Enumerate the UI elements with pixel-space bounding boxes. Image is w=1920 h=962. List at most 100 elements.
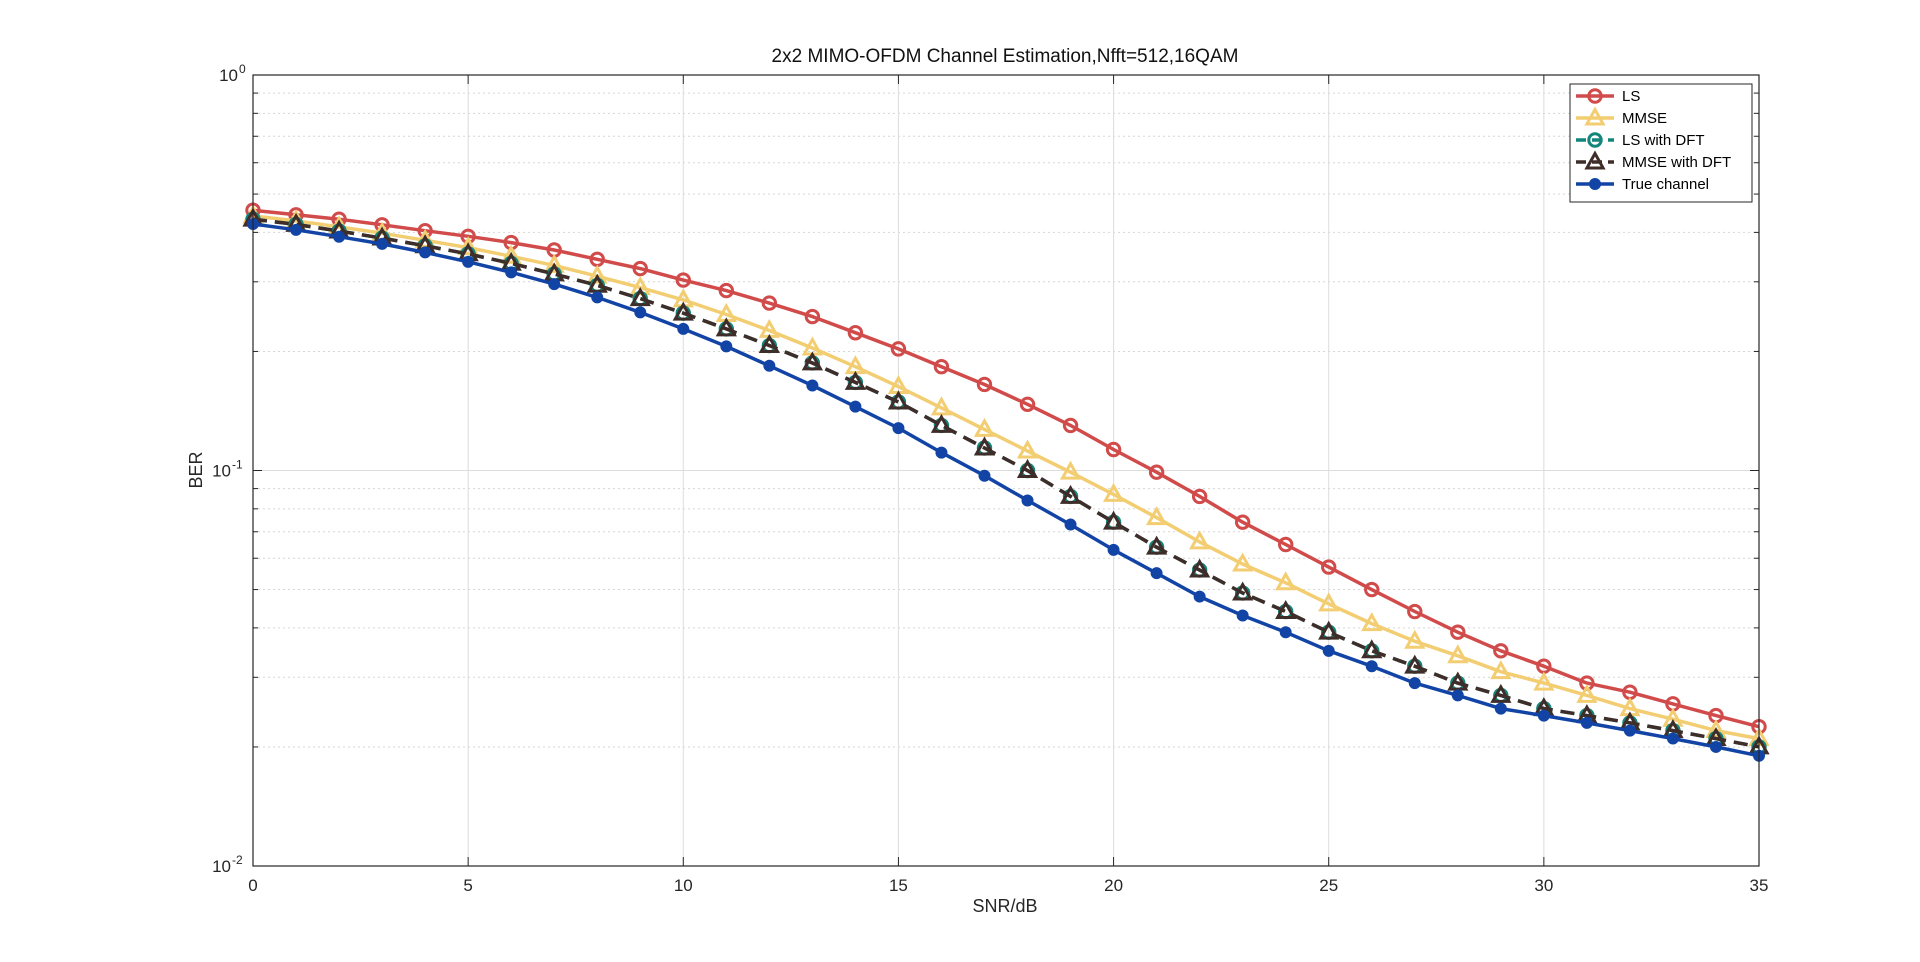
legend-label: LS [1622, 88, 1640, 105]
data-point [1107, 543, 1120, 556]
data-point [672, 301, 694, 321]
data-point [933, 359, 950, 375]
data-point [419, 246, 432, 259]
data-point [715, 317, 737, 337]
data-point [1062, 417, 1079, 434]
data-point [1064, 518, 1077, 531]
data-point [1059, 460, 1082, 480]
data-point [629, 287, 651, 307]
data-point [1447, 644, 1469, 664]
data-point [935, 446, 948, 459]
data-point [1407, 603, 1423, 620]
y-tick-label-exponent: -2 [232, 853, 243, 867]
axes-box [252, 74, 1760, 867]
series-true-channel [247, 218, 1765, 762]
data-point [500, 244, 522, 264]
legend-item: True channel [1576, 176, 1709, 193]
data-point [718, 282, 735, 299]
legend-label: True channel [1622, 176, 1709, 193]
data-point [1193, 590, 1206, 603]
data-point [1016, 458, 1039, 478]
legend-marker [1584, 150, 1606, 170]
data-point [1623, 724, 1636, 737]
data-point [1275, 571, 1297, 591]
data-point [1494, 702, 1507, 715]
legend-item: LS with DFT [1576, 132, 1705, 149]
data-point [806, 379, 819, 392]
data-point [1705, 718, 1727, 739]
data-point [978, 469, 991, 482]
x-tick-label: 35 [1750, 876, 1769, 895]
data-point [1408, 677, 1421, 690]
x-tick-label: 25 [1319, 876, 1338, 895]
data-point [1105, 441, 1122, 458]
data-point [720, 340, 733, 353]
legend-item: LS [1576, 88, 1640, 105]
legend-label: LS with DFT [1622, 132, 1705, 149]
data-point [1059, 484, 1082, 504]
data-point [1279, 626, 1292, 639]
data-point [1234, 514, 1251, 530]
data-point [1490, 683, 1512, 703]
legend-item: MMSE with DFT [1576, 150, 1731, 171]
data-point [973, 417, 996, 437]
plot-layer [242, 202, 1770, 762]
legend-label: MMSE [1622, 110, 1667, 127]
data-point [632, 260, 648, 277]
legend: LS MMSE LS with DFT MMSE with DFT True chann… [1569, 83, 1753, 203]
data-point [758, 333, 780, 353]
y-tick-label-base: 10 [212, 462, 231, 481]
grid-layer [252, 74, 1760, 867]
data-point [1145, 506, 1168, 526]
data-point [973, 436, 996, 456]
x-tick-label: 5 [463, 876, 472, 895]
data-point [1364, 581, 1380, 598]
data-point [1451, 689, 1464, 702]
data-point [1318, 592, 1340, 612]
data-point [1450, 624, 1466, 640]
data-point [1493, 643, 1509, 659]
data-point [892, 422, 905, 435]
data-point [930, 396, 953, 416]
data-point [1322, 644, 1335, 657]
data-point [763, 359, 776, 372]
data-point [1365, 660, 1378, 673]
data-point [844, 370, 867, 390]
data-point [1666, 732, 1679, 745]
data-point [591, 291, 604, 304]
x-tick-label: 30 [1534, 876, 1553, 895]
data-point [887, 390, 910, 410]
data-point [1102, 510, 1125, 530]
y-tick-label-exponent: -1 [232, 458, 243, 472]
x-tick-label: 0 [248, 876, 257, 895]
data-point [1188, 558, 1211, 578]
data-point [414, 228, 436, 248]
data-point [1404, 629, 1426, 649]
data-point [548, 278, 561, 291]
data-point [1275, 599, 1297, 619]
data-point [1447, 671, 1469, 691]
data-point [1277, 536, 1294, 553]
data-point [930, 413, 953, 433]
data-point [1145, 535, 1168, 555]
data-point [333, 230, 346, 243]
legend-marker [1589, 178, 1601, 190]
data-point [1576, 683, 1598, 703]
data-point [976, 376, 993, 393]
legend-marker [1587, 132, 1603, 148]
legend-marker [1584, 106, 1606, 126]
data-point [290, 223, 303, 236]
data-point [849, 400, 862, 413]
data-point [634, 306, 647, 319]
data-point [543, 253, 565, 273]
data-point [376, 237, 389, 250]
data-point [1188, 530, 1211, 550]
data-point [1016, 439, 1039, 459]
data-point [1318, 620, 1340, 640]
data-point [1021, 494, 1034, 507]
data-point [1102, 482, 1125, 502]
data-point [804, 308, 821, 325]
data-point [1361, 612, 1383, 632]
